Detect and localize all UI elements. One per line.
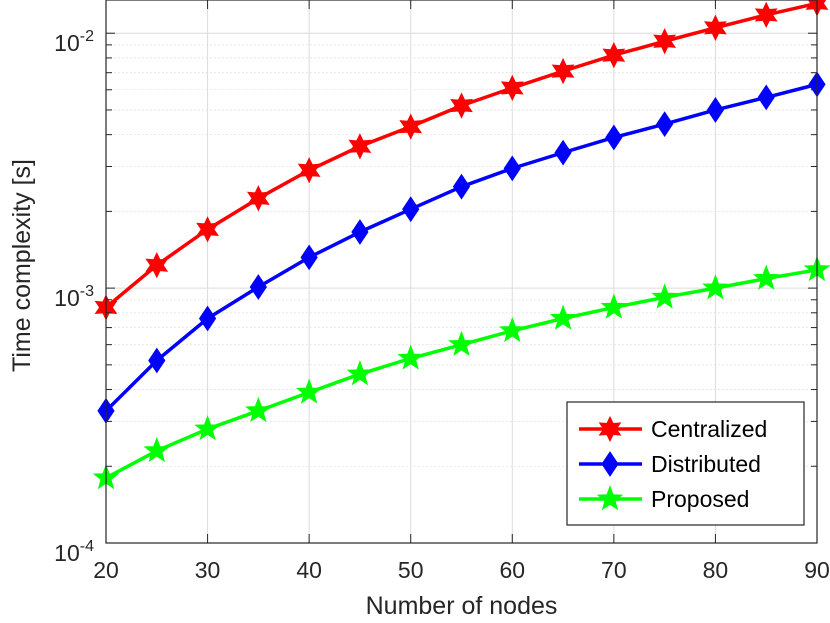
data-point-proposed: [702, 274, 729, 300]
legend-label-centralized: Centralized: [651, 416, 767, 442]
data-point-distributed: [656, 111, 674, 138]
y-tick-label: 10-3: [54, 283, 94, 311]
axes-box: [105, 0, 818, 544]
data-point-distributed: [503, 155, 521, 182]
data-point-proposed: [397, 344, 424, 370]
legend-marker-centralized: [598, 415, 622, 443]
data-point-centralized: [704, 14, 727, 41]
data-point-distributed: [706, 97, 725, 123]
data-point-proposed: [194, 415, 221, 441]
data-point-centralized: [602, 42, 626, 69]
data-point-distributed: [554, 139, 572, 166]
axes-layer: [105, 0, 818, 544]
data-point-centralized: [500, 74, 524, 102]
data-point-distributed: [300, 244, 318, 271]
data-point-distributed: [452, 173, 471, 200]
data-point-centralized: [348, 133, 372, 160]
data-point-distributed: [249, 274, 267, 300]
data-point-proposed: [499, 316, 526, 343]
legend-marker-distributed: [601, 451, 619, 477]
data-point-centralized: [145, 252, 169, 279]
x-tick-label: 70: [601, 557, 627, 583]
data-point-centralized: [246, 185, 270, 212]
series-line-centralized: [104, 1, 818, 309]
data-point-centralized: [399, 113, 423, 140]
x-tick-label: 80: [703, 557, 729, 583]
x-tick-label: 90: [804, 557, 830, 583]
x-tick-label: 40: [296, 557, 322, 583]
data-point-distributed: [198, 305, 217, 332]
data-point-proposed: [651, 283, 678, 309]
data-point-distributed: [757, 84, 775, 111]
data-point-proposed: [143, 436, 171, 463]
data-point-distributed: [351, 219, 369, 245]
x-tick-label: 50: [398, 557, 424, 583]
data-point-distributed: [148, 347, 166, 374]
data-point-centralized: [297, 157, 321, 184]
data-point-proposed: [448, 330, 475, 356]
legend-label-proposed: Proposed: [651, 486, 749, 512]
data-point-distributed: [402, 196, 420, 223]
tick-layer: 10-4 10-3 10-2 20 30 40 50 60 70 80 90: [54, 0, 830, 583]
data-point-centralized: [754, 1, 778, 29]
data-point-proposed: [295, 378, 323, 404]
x-tick-label: 60: [499, 557, 525, 583]
x-tick-label: 20: [93, 557, 119, 583]
legend-label-distributed: Distributed: [651, 451, 761, 477]
legend-marker-proposed: [596, 485, 624, 511]
data-point-centralized: [196, 216, 219, 243]
data-point-centralized: [653, 28, 677, 55]
data-point-proposed: [245, 396, 272, 423]
x-tick-label: 30: [195, 557, 221, 583]
data-point-proposed: [752, 264, 780, 290]
grid-minor: [106, 44, 817, 467]
legend: Centralized Distributed Proposed: [566, 401, 805, 526]
data-point-proposed: [346, 360, 374, 386]
data-point-centralized: [450, 92, 473, 119]
y-tick-label: 10-2: [54, 28, 94, 56]
data-point-distributed: [605, 124, 623, 151]
x-axis-label: Number of nodes: [366, 592, 558, 620]
data-point-proposed: [600, 293, 628, 319]
y-axis-label: Time complexity [s]: [8, 159, 36, 372]
series-layer: [92, 0, 830, 490]
data-point-proposed: [549, 304, 577, 330]
y-tick-label: 10-4: [54, 538, 94, 566]
series-line-distributed: [104, 82, 818, 413]
data-point-centralized: [551, 57, 575, 85]
